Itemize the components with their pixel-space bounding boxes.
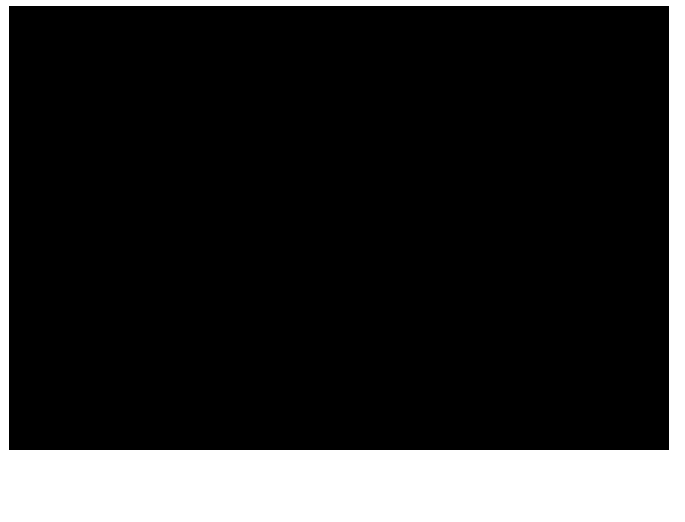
word-cloud-canvas	[9, 6, 669, 450]
figure-caption	[0, 470, 685, 493]
word-cloud	[9, 6, 669, 450]
